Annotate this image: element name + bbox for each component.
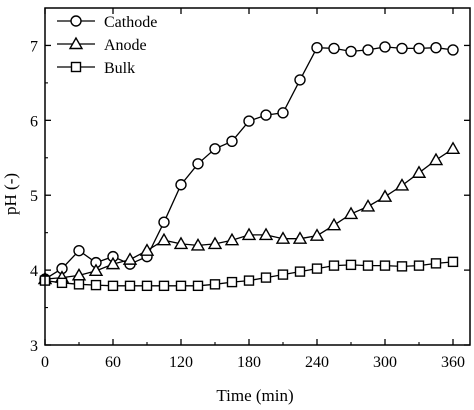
data-point bbox=[73, 244, 85, 257]
x-tick-label: 240 bbox=[305, 354, 329, 371]
legend-marker bbox=[70, 15, 82, 27]
data-point bbox=[447, 44, 459, 56]
data-point bbox=[394, 178, 410, 191]
data-point bbox=[260, 109, 272, 121]
data-point bbox=[207, 236, 223, 250]
legend-label: Bulk bbox=[104, 60, 135, 77]
data-point bbox=[275, 231, 291, 244]
series-bulk bbox=[39, 256, 459, 292]
data-point bbox=[379, 260, 391, 271]
data-point bbox=[56, 277, 68, 289]
data-point bbox=[445, 141, 461, 154]
x-tick-label: 180 bbox=[237, 354, 261, 371]
axes: 0 60 120 180 240 300 360 3 4 5 6 7 bbox=[30, 7, 471, 371]
data-point bbox=[158, 216, 170, 228]
data-point bbox=[88, 263, 104, 277]
plot-frame bbox=[44, 7, 471, 346]
x-tick-label: 120 bbox=[169, 354, 193, 371]
data-point bbox=[343, 206, 359, 220]
x-axis-title: Time (min) bbox=[216, 386, 293, 405]
series-line bbox=[44, 46, 454, 280]
data-point bbox=[396, 42, 408, 55]
data-point bbox=[226, 135, 238, 148]
data-point bbox=[192, 158, 204, 170]
data-point bbox=[105, 256, 121, 270]
x-tick-label: 0 bbox=[41, 354, 49, 371]
data-point bbox=[311, 263, 323, 274]
data-point bbox=[294, 74, 306, 86]
data-point bbox=[139, 243, 155, 256]
data-point bbox=[413, 260, 425, 271]
data-point bbox=[396, 261, 408, 272]
data-point bbox=[430, 258, 442, 269]
data-point bbox=[190, 237, 206, 251]
legend-item-bulk: Bulk bbox=[57, 60, 135, 77]
data-point bbox=[379, 41, 391, 53]
data-point bbox=[175, 179, 187, 191]
legend-label: Anode bbox=[104, 37, 147, 54]
data-point bbox=[277, 269, 289, 280]
legend: Cathode Anode Bulk bbox=[57, 14, 157, 77]
data-point bbox=[345, 259, 357, 271]
legend-item-anode: Anode bbox=[57, 36, 147, 54]
legend-marker bbox=[68, 36, 84, 50]
data-point bbox=[413, 42, 425, 55]
data-point bbox=[294, 266, 306, 277]
data-point bbox=[345, 45, 357, 58]
x-tick-label: 300 bbox=[373, 354, 397, 371]
y-tick-label: 6 bbox=[30, 113, 38, 130]
data-point bbox=[328, 42, 340, 55]
y-tick-label: 4 bbox=[30, 263, 38, 280]
data-point bbox=[328, 260, 340, 271]
data-point bbox=[362, 260, 374, 271]
data-point bbox=[243, 275, 255, 286]
data-point bbox=[73, 279, 85, 290]
data-point bbox=[292, 231, 308, 244]
data-point bbox=[309, 228, 325, 241]
series-cathode bbox=[39, 41, 459, 285]
data-point bbox=[175, 280, 187, 292]
data-point bbox=[377, 189, 393, 202]
data-point bbox=[158, 280, 170, 292]
data-point bbox=[156, 232, 172, 246]
series-anode bbox=[37, 141, 461, 285]
data-point bbox=[224, 232, 240, 246]
x-tick-label: 360 bbox=[441, 354, 465, 371]
data-point bbox=[209, 143, 221, 155]
data-point bbox=[243, 115, 255, 127]
data-point bbox=[428, 152, 444, 166]
data-point bbox=[258, 227, 274, 241]
data-point bbox=[209, 279, 221, 290]
data-point bbox=[447, 256, 459, 268]
data-point bbox=[241, 227, 257, 241]
data-point bbox=[311, 41, 323, 54]
data-point bbox=[411, 165, 427, 178]
x-tick-label: 60 bbox=[105, 354, 121, 371]
legend-item-cathode: Cathode bbox=[57, 14, 157, 31]
data-point bbox=[277, 107, 289, 119]
data-point bbox=[173, 236, 189, 250]
data-point bbox=[124, 280, 136, 292]
y-tick-label: 7 bbox=[30, 38, 38, 55]
data-point bbox=[260, 272, 272, 283]
data-point bbox=[360, 199, 376, 212]
data-point bbox=[141, 280, 153, 292]
data-point bbox=[430, 41, 442, 54]
data-point bbox=[90, 279, 102, 291]
plot-area bbox=[37, 41, 461, 292]
data-point bbox=[107, 280, 119, 292]
data-point bbox=[226, 276, 238, 288]
y-tick-label: 3 bbox=[30, 338, 38, 355]
y-axis-title: pH (-) bbox=[1, 173, 20, 215]
data-point bbox=[362, 44, 374, 56]
data-point bbox=[326, 217, 342, 231]
legend-marker bbox=[70, 61, 82, 73]
y-tick-label: 5 bbox=[30, 188, 38, 205]
data-point bbox=[192, 280, 204, 292]
data-point bbox=[122, 252, 138, 265]
legend-label: Cathode bbox=[104, 14, 157, 31]
